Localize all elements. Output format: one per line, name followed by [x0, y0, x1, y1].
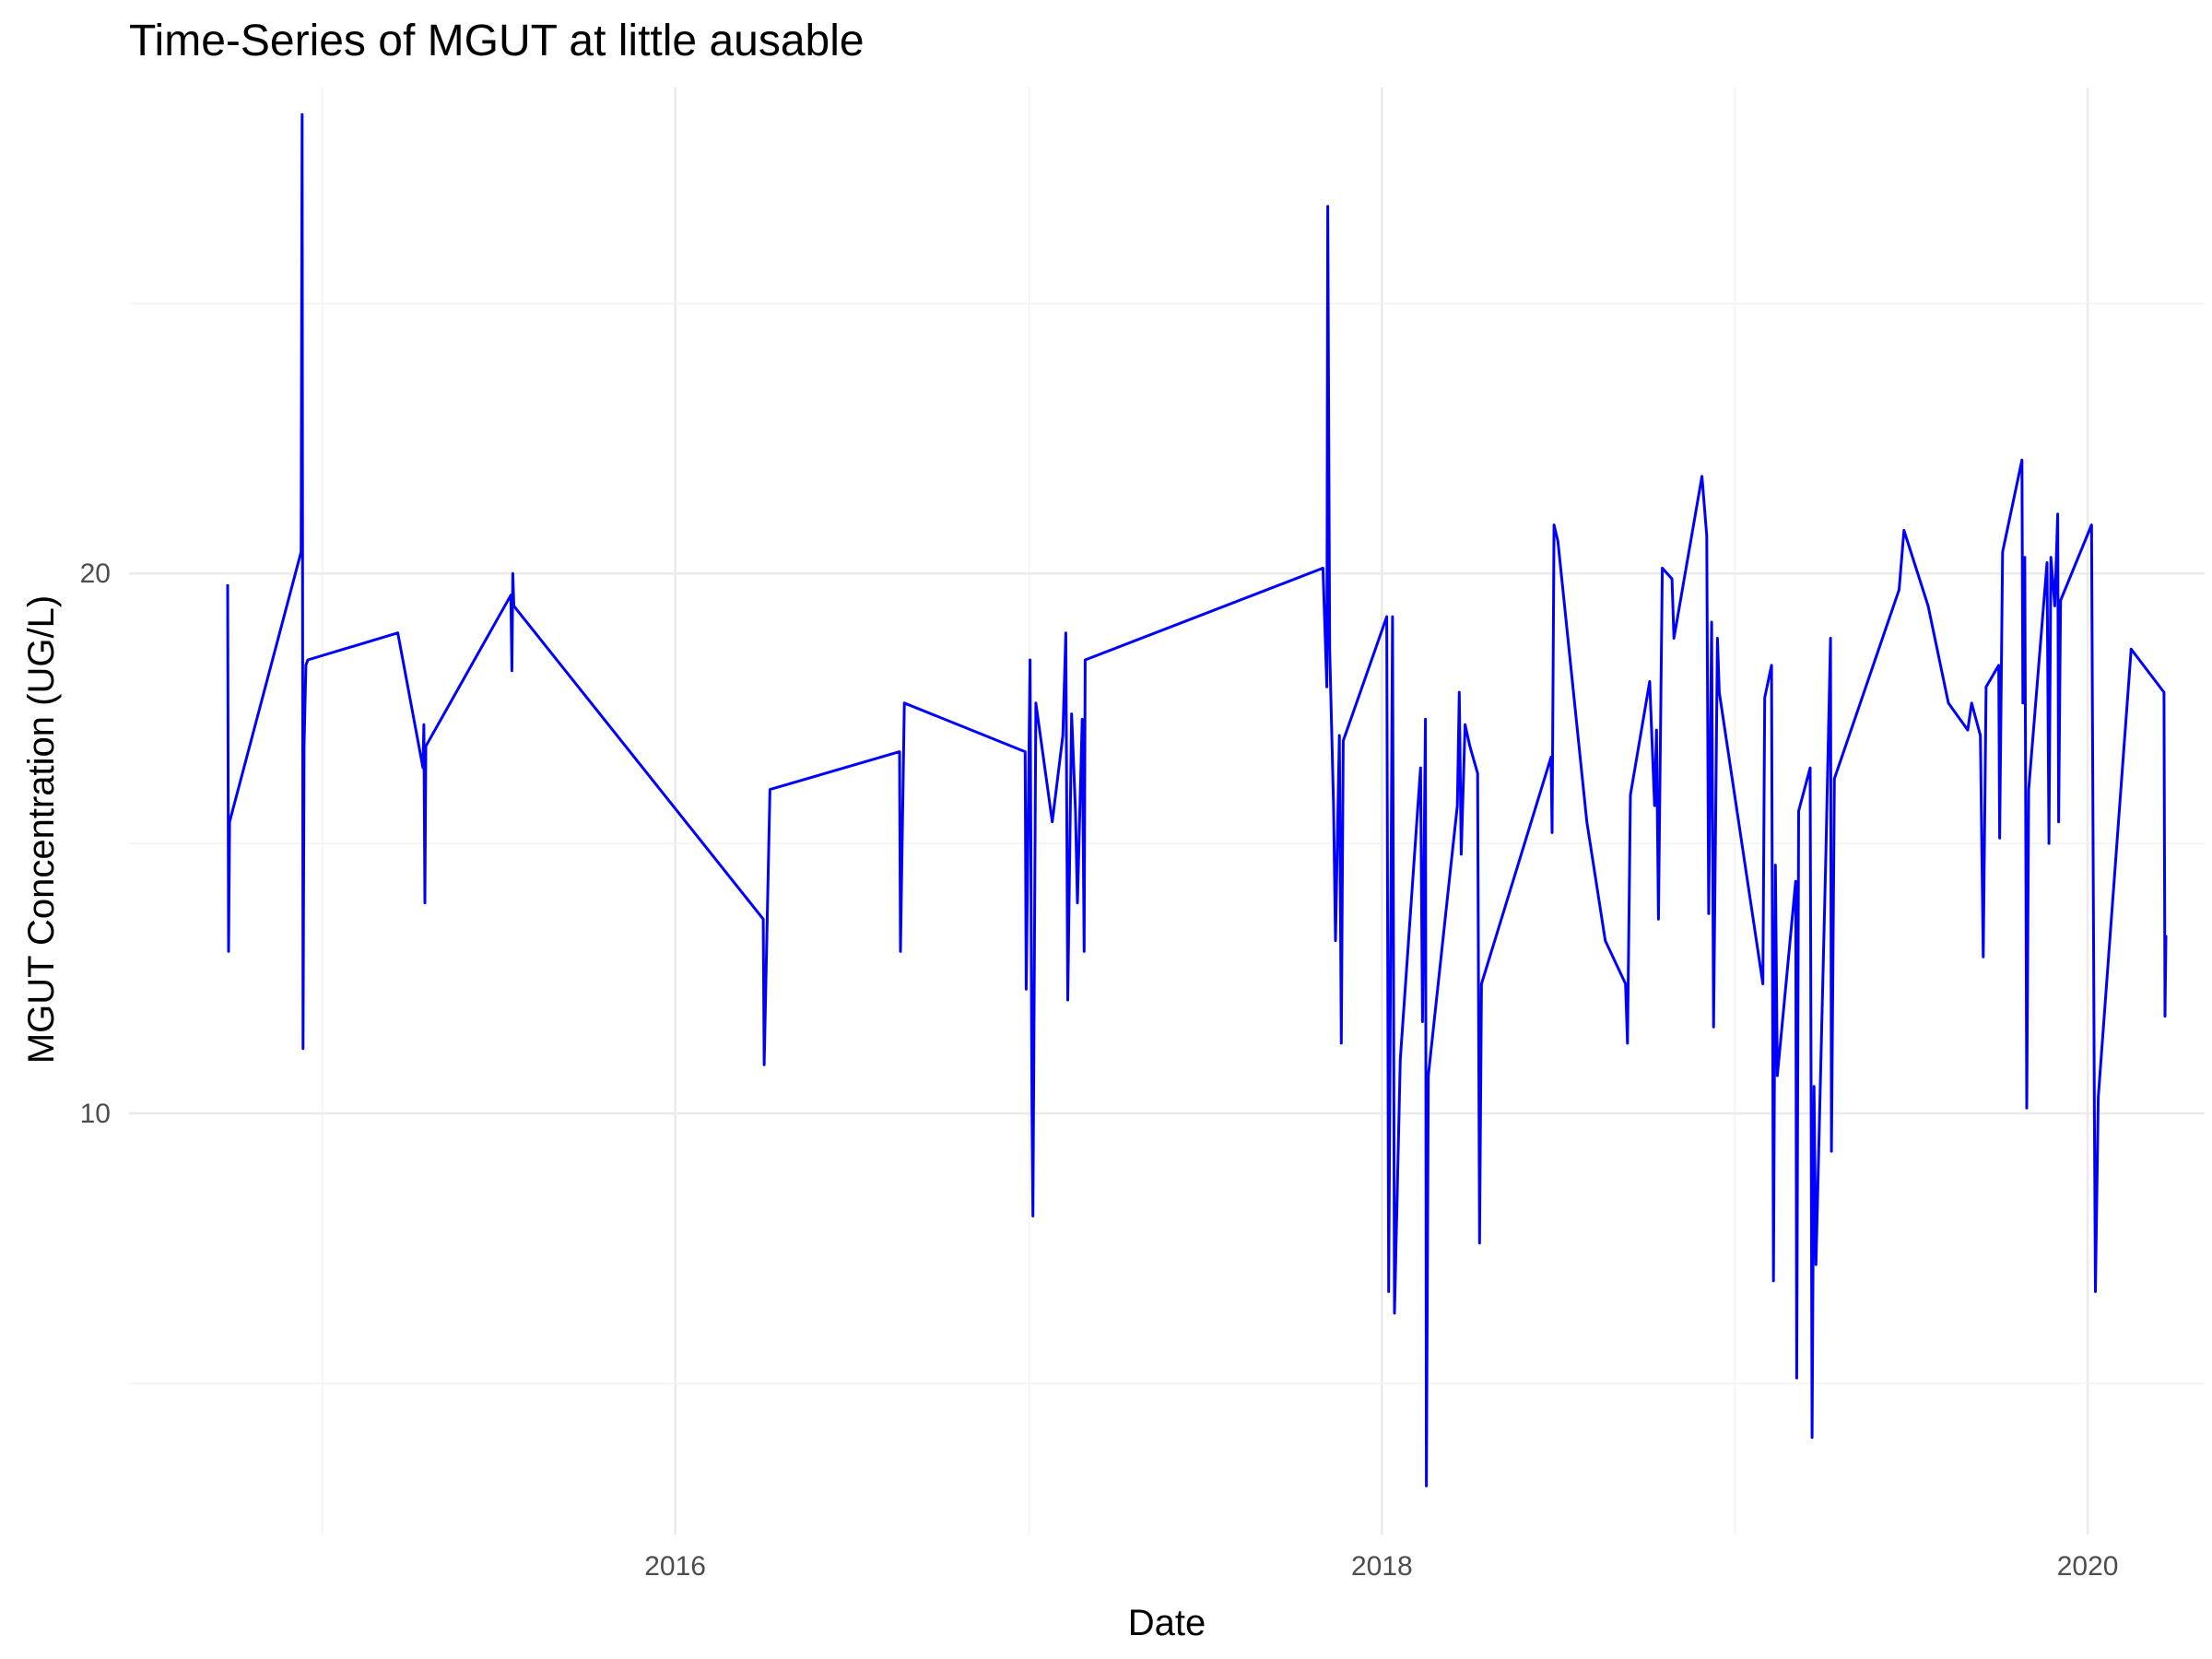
x-tick-label: 2016	[644, 1551, 706, 1582]
grid-lines	[129, 88, 2205, 1535]
series-line	[226, 112, 2168, 1488]
x-tick-label: 2020	[2057, 1551, 2119, 1582]
y-tick-label: 20	[80, 559, 111, 589]
y-tick-label: 10	[80, 1099, 111, 1129]
chart-title: Time-Series of MGUT at little ausable	[129, 17, 865, 65]
x-axis-title: Date	[1128, 1603, 1206, 1643]
series-layer	[226, 112, 2168, 1488]
tick-labels: 2016 2018 2020 10 20	[80, 559, 2119, 1582]
x-tick-label: 2018	[1351, 1551, 1413, 1582]
y-axis-title: MGUT Concentration (UG/L)	[21, 595, 62, 1064]
